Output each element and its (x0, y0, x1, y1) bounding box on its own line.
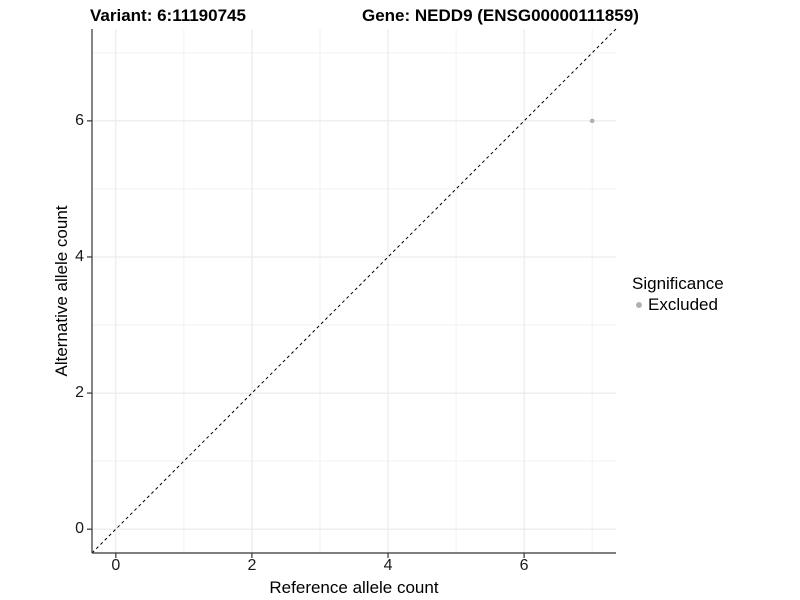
x-tick-label: 2 (247, 557, 257, 574)
y-tick-label: 6 (75, 111, 84, 129)
legend-point-icon (636, 301, 642, 308)
plot-title-variant: Variant: 6:11190745 (90, 6, 246, 25)
y-tick-label: 2 (75, 384, 84, 402)
x-axis-title: Reference allele count (269, 578, 439, 597)
plot-title-gene: Gene: NEDD9 (ENSG00000111859) (362, 6, 639, 25)
y-axis-title: Alternative allele count (52, 205, 71, 377)
x-tick-label: 6 (519, 557, 529, 574)
data-point (589, 118, 595, 124)
legend-item-label: Excluded (648, 295, 718, 314)
y-tick-label: 0 (75, 520, 84, 538)
x-tick-label: 4 (383, 557, 393, 574)
legend: Significance Excluded (632, 274, 724, 314)
legend-title: Significance (632, 274, 724, 293)
identity-reference-line (91, 28, 617, 554)
legend-item: Excluded (632, 295, 724, 314)
x-tick-label: 0 (111, 557, 121, 574)
legend-items: Excluded (632, 295, 724, 314)
y-tick-label: 4 (75, 247, 84, 265)
